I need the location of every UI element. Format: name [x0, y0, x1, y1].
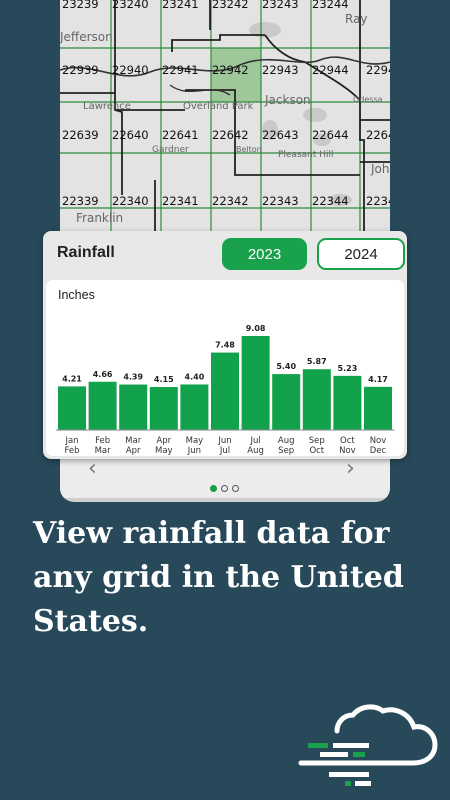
- chart-bar: [364, 386, 392, 430]
- bar-value-label: 5.40: [276, 362, 296, 371]
- grid-cell-label[interactable]: 23244: [312, 0, 349, 11]
- x-tick-label: Nov: [339, 446, 356, 456]
- place-label: Lawrence: [83, 101, 131, 112]
- place-label: Jackson: [265, 93, 311, 107]
- x-tick-label: Jul: [219, 446, 230, 456]
- chart-bar: [88, 381, 117, 430]
- page-dot[interactable]: [210, 485, 217, 492]
- x-tick-label: Mar: [95, 446, 112, 456]
- place-label: Odessa: [353, 95, 383, 104]
- year-button-2023[interactable]: 2023: [222, 238, 307, 270]
- x-tick-label: Nov: [370, 436, 387, 446]
- x-tick-label: Feb: [64, 446, 79, 456]
- grid-cell-label[interactable]: 22643: [262, 128, 299, 142]
- grid-cell-label[interactable]: 22944: [312, 63, 349, 77]
- x-tick-label: Oct: [340, 436, 355, 446]
- rainfall-chart: 4.21JanFeb4.66FebMar4.39MarApr4.15AprMay…: [56, 324, 395, 456]
- x-tick-label: Dec: [370, 446, 387, 456]
- card-title: Rainfall: [57, 244, 115, 261]
- x-tick-label: Aug: [247, 446, 264, 456]
- grid-cell-label[interactable]: 22341: [162, 194, 199, 208]
- prev-arrow-icon[interactable]: ‹: [88, 456, 97, 481]
- grid-cell-label[interactable]: 22345: [366, 194, 390, 208]
- rainfall-card: Rainfall 2023 2024 Inches 4.21 Jan Feb 4.66…: [43, 231, 407, 459]
- grid-cell-label[interactable]: 22939: [62, 63, 99, 77]
- grid-cell-label[interactable]: 23242: [212, 0, 249, 11]
- chart-bar: [272, 374, 301, 430]
- x-tick-label: Sep: [309, 436, 325, 446]
- grid-cell-label[interactable]: 23241: [162, 0, 199, 11]
- chart-panel: Inches 4.21 Jan Feb 4.66 Feb Mar 4.39 Mar Apr 4.1…: [46, 280, 404, 456]
- grid-cell-label[interactable]: 22941: [162, 63, 199, 77]
- bar-value-label: 4.66: [93, 370, 113, 379]
- grid-cell-label[interactable]: 22639: [62, 128, 99, 142]
- place-label: Johnson: [371, 162, 390, 176]
- bar-value-label: 4.15: [154, 375, 174, 384]
- grid-cell-label[interactable]: 23239: [62, 0, 99, 11]
- bar-value-label: 4.40: [185, 372, 205, 381]
- grid-cell-label[interactable]: 22642: [212, 128, 249, 142]
- x-tick-label: Jan: [64, 436, 78, 446]
- x-tick-label: Apr: [126, 446, 141, 456]
- chart-bar: [211, 352, 239, 430]
- place-label: Jefferson: [60, 30, 113, 44]
- bar-value-label: 4.21: [62, 374, 82, 383]
- place-label: Franklin: [76, 211, 124, 225]
- bar-value-label: 4.17: [368, 375, 388, 384]
- bar-value-label: 7.48: [215, 341, 235, 350]
- grid-cell-label[interactable]: 23243: [262, 0, 299, 11]
- units-label: Inches: [58, 288, 95, 302]
- page-indicator: [210, 485, 239, 492]
- place-label: Ray: [345, 12, 368, 26]
- chart-bar: [119, 384, 148, 430]
- chart-bar: [180, 384, 209, 430]
- x-tick-label: Jun: [217, 436, 231, 446]
- bar-value-label: 5.23: [338, 364, 358, 373]
- x-tick-label: Sep: [278, 446, 294, 456]
- page-dot[interactable]: [232, 485, 239, 492]
- chart-bar: [58, 386, 86, 430]
- chart-bar: [149, 387, 178, 430]
- bar-value-label: 4.39: [123, 373, 143, 382]
- chart-bar: [333, 375, 362, 430]
- grid-cell-label[interactable]: 22945: [366, 63, 390, 77]
- bar-value-label: 5.87: [307, 357, 327, 366]
- x-tick-label: Oct: [309, 446, 324, 456]
- x-tick-label: Mar: [125, 436, 142, 446]
- year-button-2024[interactable]: 2024: [317, 238, 405, 270]
- next-arrow-icon[interactable]: ›: [346, 456, 355, 481]
- place-label: Gardner: [152, 145, 189, 155]
- grid-cell-label[interactable]: 22344: [312, 194, 349, 208]
- x-tick-label: May: [186, 436, 204, 446]
- x-tick-label: Feb: [95, 436, 110, 446]
- x-tick-label: Aug: [278, 436, 295, 446]
- x-tick-label: Apr: [156, 436, 171, 446]
- grid-cell-label[interactable]: 22339: [62, 194, 99, 208]
- page-dot[interactable]: [221, 485, 228, 492]
- selected-grid-cell: [211, 48, 261, 102]
- x-tick-label: May: [155, 446, 173, 456]
- cloud-rain-icon: [298, 704, 438, 786]
- grid-cell-label[interactable]: 22645: [366, 128, 390, 142]
- grid-cell-label[interactable]: 22343: [262, 194, 299, 208]
- grid-cell-label[interactable]: 23240: [112, 0, 149, 11]
- place-label: Belton: [236, 145, 262, 154]
- grid-cell-label[interactable]: 22943: [262, 63, 299, 77]
- place-label: Pleasant Hill: [278, 150, 334, 160]
- chart-bar: [302, 369, 331, 430]
- x-tick-label: Jul: [249, 436, 260, 446]
- headline: View rainfall data for any grid in the U…: [33, 516, 404, 639]
- chart-bar: [241, 336, 270, 430]
- grid-cell-label[interactable]: 22641: [162, 128, 199, 142]
- grid-cell-label[interactable]: 22342: [212, 194, 249, 208]
- bar-value-label: 9.08: [246, 324, 266, 333]
- x-tick-label: Jun: [187, 446, 201, 456]
- grid-cell-label[interactable]: 22640: [112, 128, 149, 142]
- place-label: Overland Park: [183, 101, 254, 112]
- grid-cell-label[interactable]: 22942: [212, 63, 249, 77]
- grid-cell-label[interactable]: 22940: [112, 63, 149, 77]
- grid-cell-label[interactable]: 22644: [312, 128, 349, 142]
- grid-cell-label[interactable]: 22340: [112, 194, 149, 208]
